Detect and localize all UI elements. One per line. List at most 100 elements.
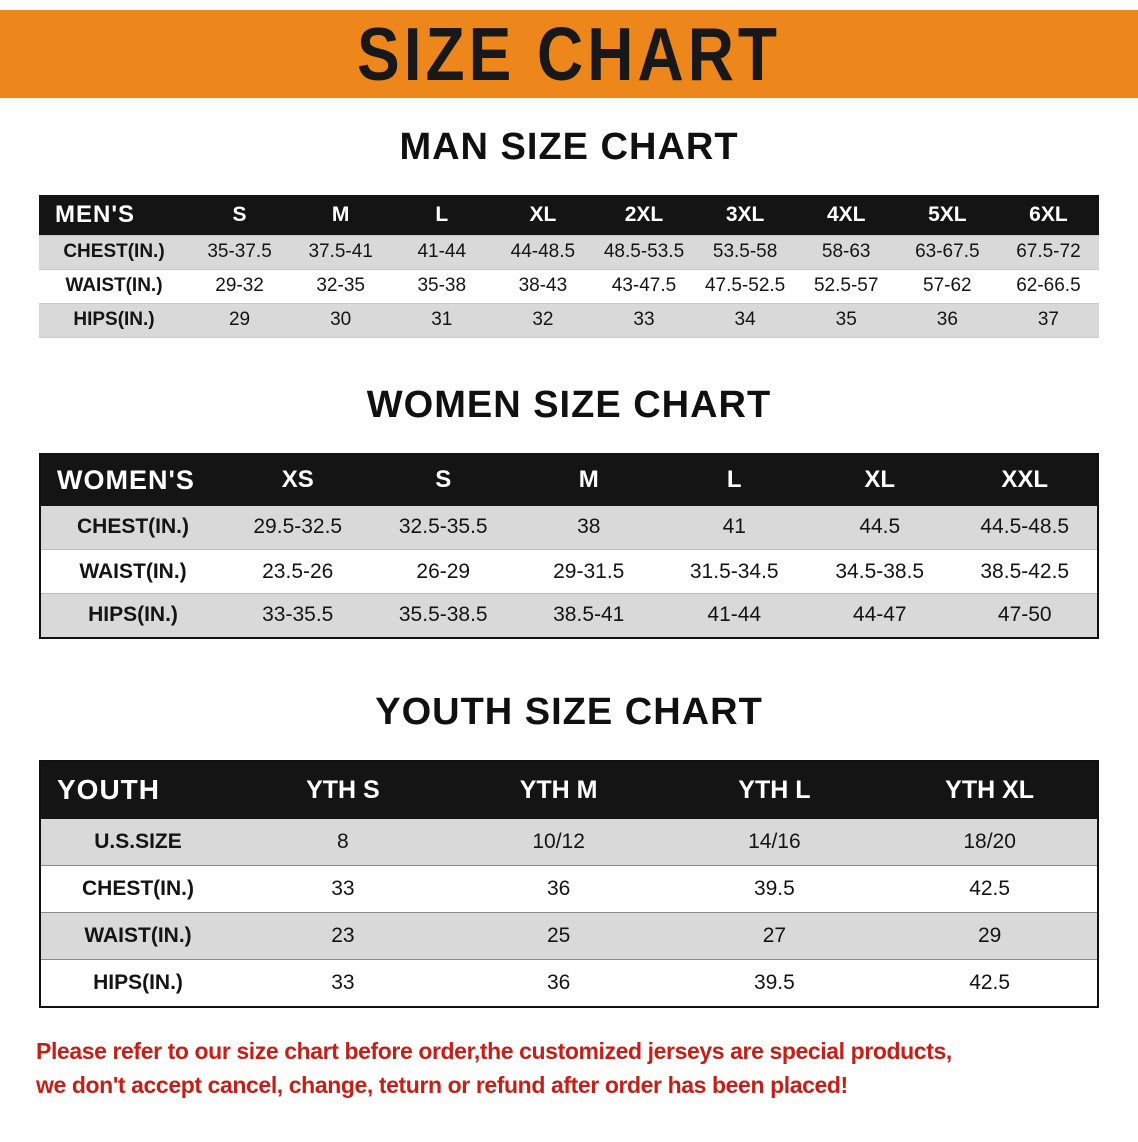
women-table-title-cell: WOMEN'S — [40, 453, 225, 506]
size-value-cell: 33 — [331, 970, 355, 994]
row-label: CHEST(IN.) — [63, 241, 165, 262]
size-value-cell: 37 — [1037, 309, 1059, 330]
size-value-cell: 38-43 — [518, 275, 568, 296]
size-value-cell: 29-32 — [215, 275, 264, 296]
disclaimer-line-1: Please refer to our size chart before or… — [36, 1037, 952, 1064]
size-value-cell: 32-35 — [316, 275, 365, 296]
size-value-cell: 58-63 — [821, 241, 871, 262]
size-value-cell: 26-29 — [416, 559, 471, 583]
women-size-chart-heading: WOMEN SIZE CHART — [366, 383, 772, 426]
size-value-cell: 33 — [633, 309, 655, 330]
size-value-cell: 36 — [936, 309, 958, 330]
size-column-header: M — [516, 453, 662, 506]
size-value-cell: 42.5 — [969, 970, 1011, 994]
table-row: CHEST(IN.) 29.5-32.5 32.5-35.5 38 41 44.5 44.5… — [40, 505, 1098, 550]
size-column-header: XL — [492, 195, 594, 235]
size-value-cell: 47.5-52.5 — [704, 275, 786, 296]
size-value-cell: 27 — [762, 924, 787, 947]
size-column-header: XS — [225, 453, 371, 506]
row-label: CHEST(IN.) — [82, 877, 194, 900]
table-row: WAIST(IN.) 23 25 27 29 — [40, 912, 1098, 960]
size-value-cell: 36 — [546, 877, 571, 900]
size-value-cell: 34 — [734, 309, 756, 330]
size-value-cell: 29.5-32.5 — [253, 515, 343, 539]
size-value-cell: 37.5-41 — [308, 241, 373, 262]
size-value-cell: 57-62 — [923, 275, 972, 296]
size-value-cell: 41-44 — [417, 241, 467, 262]
size-column-header: YTH S — [235, 760, 451, 819]
size-value-cell: 31 — [431, 309, 453, 330]
youth-table-header-row: YOUTH YTH S YTH M YTH L YTH XL — [40, 760, 1098, 819]
size-column-header: XXL — [952, 453, 1098, 506]
size-value-cell: 35 — [835, 309, 857, 330]
youth-size-table: YOUTH YTH S YTH M YTH L YTH XL U.S.SIZE 8 10/12… — [39, 759, 1099, 1008]
size-value-cell: 14/16 — [748, 829, 801, 853]
size-value-cell: 29 — [228, 309, 251, 330]
size-value-cell: 33 — [331, 877, 355, 900]
banner: SIZE CHART — [0, 10, 1138, 98]
size-column-header: 3XL — [694, 195, 796, 235]
page-title: SIZE CHART — [357, 11, 781, 97]
size-value-cell: 41-44 — [707, 603, 762, 627]
size-column-header: YTH M — [450, 760, 667, 819]
row-label: WAIST(IN.) — [65, 275, 163, 296]
size-value-cell: 34.5-38.5 — [835, 559, 925, 583]
size-column-header: XL — [807, 453, 953, 506]
size-value-cell: 43-47.5 — [611, 275, 677, 296]
size-value-cell: 39.5 — [753, 970, 795, 994]
table-row: WAIST(IN.) 23.5-26 26-29 29-31.5 31.5-34.5 34… — [40, 549, 1098, 594]
women-table-header-row: WOMEN'S XS S M L XL XXL — [40, 453, 1098, 506]
table-row: CHEST(IN.) 33 36 39.5 42.5 — [40, 865, 1098, 913]
size-value-cell: 38 — [577, 515, 601, 539]
size-column-header: 2XL — [593, 195, 695, 235]
table-row: HIPS(IN.) 33-35.5 35.5-38.5 38.5-41 41-44 44-… — [40, 593, 1098, 638]
size-column-header: M — [290, 195, 392, 235]
table-row: HIPS(IN.) 33 36 39.5 42.5 — [40, 959, 1098, 1007]
table-row: CHEST(IN.) 35-37.5 37.5-41 41-44 44-48.5 48.5… — [39, 235, 1099, 269]
size-value-cell: 44-48.5 — [510, 241, 576, 262]
size-value-cell: 44-47 — [852, 603, 907, 627]
row-label: HIPS(IN.) — [88, 603, 178, 627]
size-value-cell: 67.5-72 — [1016, 241, 1081, 262]
size-value-cell: 53.5-58 — [712, 241, 778, 262]
size-value-cell: 62-66.5 — [1016, 275, 1081, 296]
size-value-cell: 30 — [330, 309, 352, 330]
size-column-header: YTH L — [666, 760, 883, 819]
size-column-header: 4XL — [795, 195, 897, 235]
size-value-cell: 23 — [331, 924, 355, 947]
size-value-cell: 32.5-35.5 — [398, 515, 488, 539]
men-size-chart-heading: MAN SIZE CHART — [399, 126, 739, 168]
size-value-cell: 42.5 — [969, 877, 1011, 900]
size-value-cell: 18/20 — [963, 829, 1016, 853]
men-table-title-cell: MEN'S — [39, 195, 189, 235]
row-label: HIPS(IN.) — [73, 309, 155, 330]
size-column-header: L — [391, 195, 493, 235]
size-value-cell: 31.5-34.5 — [689, 559, 779, 583]
size-value-cell: 25 — [546, 924, 571, 947]
size-value-cell: 48.5-53.5 — [603, 241, 685, 262]
size-value-cell: 52.5-57 — [813, 275, 879, 296]
row-label: WAIST(IN.) — [84, 924, 192, 947]
women-size-table: WOMEN'S XS S M L XL XXL CHEST(IN.) 29.5-32.5 32.5… — [39, 452, 1099, 639]
table-row: HIPS(IN.) 29 30 31 32 33 34 35 36 37 — [39, 303, 1099, 337]
size-value-cell: 35-37.5 — [207, 241, 272, 262]
size-column-header: 6XL — [997, 195, 1099, 235]
size-value-cell: 41 — [722, 515, 746, 539]
disclaimer: Please refer to our size chart before or… — [36, 1034, 1102, 1103]
size-value-cell: 10/12 — [532, 829, 585, 853]
size-column-header: L — [661, 453, 807, 506]
size-value-cell: 44.5 — [859, 515, 901, 539]
size-value-cell: 23.5-26 — [262, 559, 334, 583]
size-value-cell: 29-31.5 — [553, 559, 625, 583]
size-value-cell: 38.5-42.5 — [980, 559, 1070, 583]
size-column-header: S — [189, 195, 291, 235]
size-value-cell: 47-50 — [997, 603, 1052, 627]
men-size-table: MEN'S S M L XL 2XL 3XL 4XL 5XL 6XL CHEST(IN.) 35-37… — [39, 195, 1099, 338]
disclaimer-line-2: we don't accept cancel, change, teturn o… — [36, 1072, 848, 1098]
size-value-cell: 29 — [977, 924, 1002, 947]
size-value-cell: 36 — [546, 970, 571, 994]
size-chart-page: SIZE CHART MAN SIZE CHART MEN'S S M L XL 2XL 3X… — [0, 10, 1138, 1103]
men-table-header-row: MEN'S S M L XL 2XL 3XL 4XL 5XL 6XL — [39, 195, 1099, 235]
size-value-cell: 63-67.5 — [915, 241, 980, 262]
size-value-cell: 33-35.5 — [262, 603, 334, 627]
